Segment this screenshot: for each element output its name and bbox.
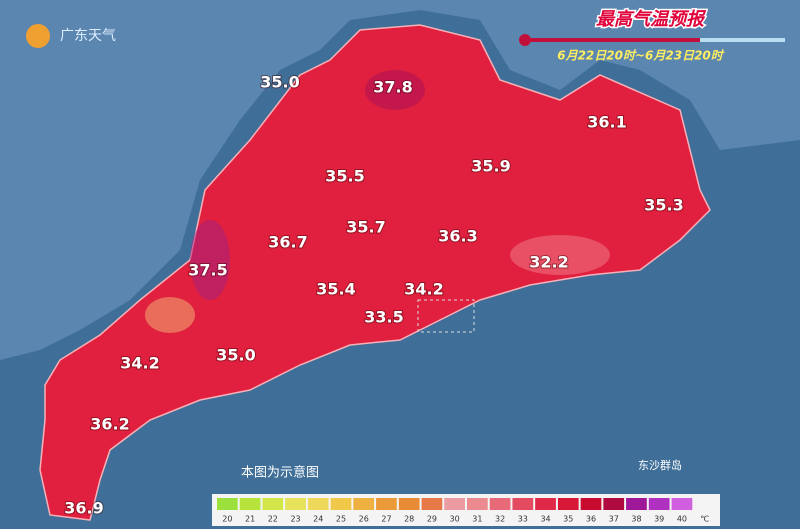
legend-label: 34	[540, 515, 550, 524]
subtitle: 6月22日20时~6月23日20时	[557, 49, 725, 63]
legend-label: 37	[609, 515, 619, 524]
title-bar-dot	[519, 34, 531, 46]
station-temp: 37.8	[373, 78, 412, 97]
station-temp: 35.9	[471, 157, 510, 176]
island-label: 东沙群岛	[638, 458, 682, 472]
hot-zone	[190, 220, 230, 300]
title: 最高气温预报	[596, 9, 707, 30]
legend-label: 23	[290, 515, 300, 524]
station-temp: 36.1	[587, 113, 626, 132]
legend-label: 33	[518, 515, 528, 524]
legend-swatch	[512, 498, 534, 510]
legend-swatch	[285, 498, 306, 510]
station-temp: 36.3	[438, 227, 477, 246]
station-temp: 32.2	[529, 253, 568, 272]
legend-swatch	[603, 498, 625, 510]
legend-label: 36	[586, 515, 596, 524]
station-temp: 33.5	[364, 308, 403, 327]
logo-text: 广东天气	[60, 28, 116, 44]
legend-swatch	[489, 498, 511, 510]
legend-label: 39	[654, 515, 664, 524]
legend-label: 30	[450, 515, 460, 524]
legend-swatch	[671, 498, 693, 510]
legend-label: 31	[472, 515, 482, 524]
note: 本图为示意图	[241, 465, 319, 481]
legend-label: 26	[359, 515, 369, 524]
legend-swatch	[330, 498, 352, 510]
legend-label: 20	[222, 515, 232, 524]
legend-swatch	[376, 498, 397, 510]
station-temp: 35.5	[325, 167, 364, 186]
legend-swatch	[307, 498, 329, 510]
legend-swatch	[648, 498, 670, 510]
legend-label: 22	[268, 515, 278, 524]
legend-swatch	[580, 498, 602, 510]
legend-label: 28	[404, 515, 414, 524]
legend-swatch	[262, 498, 284, 510]
land	[0, 0, 800, 360]
legend-swatch	[467, 498, 488, 510]
station-temp: 35.0	[260, 73, 299, 92]
logo-icon	[26, 24, 50, 48]
legend-swatch	[421, 498, 443, 510]
station-temp: 34.2	[120, 354, 159, 373]
legend-swatch	[239, 498, 261, 510]
legend-swatch	[535, 498, 556, 510]
station-temp: 36.7	[268, 233, 307, 252]
legend-label: 24	[313, 515, 323, 524]
legend-label: 40	[677, 515, 687, 524]
legend-label: 32	[495, 515, 505, 524]
station-labels: 35.0 37.8 36.1 35.5 35.9 35.3 36.7 35.7 36.3 37.5…	[63, 72, 684, 519]
station-temp: 37.5	[188, 261, 227, 280]
legend-swatch	[353, 498, 375, 510]
station-temp: 35.4	[316, 280, 355, 299]
legend-label: 38	[631, 515, 641, 524]
legend-swatch	[444, 498, 465, 510]
cool-zone	[510, 235, 610, 275]
legend-swatch	[217, 498, 238, 510]
legend-unit: ℃	[700, 515, 709, 524]
legend-label: 25	[336, 515, 346, 524]
legend-label: 27	[381, 515, 391, 524]
station-temp: 35.7	[346, 218, 385, 237]
legend: 20 21 22 23 24 25 26 27 28 29 30 31 32 33 34 35 36 37 38 39…	[217, 498, 709, 524]
station-temp: 35.3	[644, 196, 683, 215]
hot-zone	[365, 70, 425, 110]
cool-zone	[145, 297, 195, 333]
legend-swatch	[557, 498, 579, 510]
legend-label: 35	[563, 515, 573, 524]
legend-swatch	[626, 498, 647, 510]
legend-label: 29	[427, 515, 437, 524]
guangdong	[39, 24, 711, 521]
legend-swatch	[398, 498, 420, 510]
legend-label: 21	[245, 515, 255, 524]
station-temp: 36.2	[90, 415, 129, 434]
station-temp: 36.9	[64, 499, 103, 518]
inset-box	[417, 299, 475, 333]
station-temp: 35.0	[216, 346, 255, 365]
station-temp: 34.2	[404, 280, 443, 299]
